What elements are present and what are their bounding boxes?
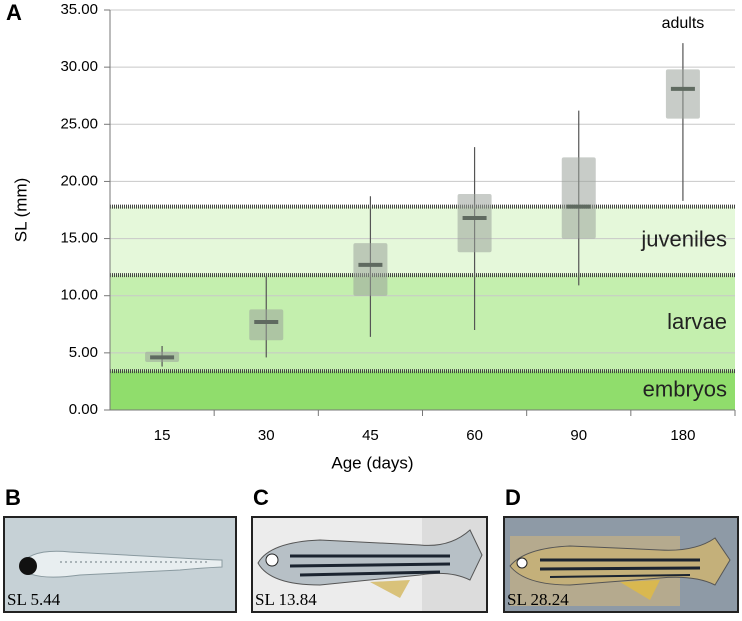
box <box>665 69 700 119</box>
x-axis-label: Age (days) <box>331 453 413 472</box>
stage-label: larvae <box>667 309 727 334</box>
stage-label: juveniles <box>640 227 727 252</box>
y-tick-label: 30.00 <box>60 58 98 75</box>
y-tick-label: 0.00 <box>69 401 98 418</box>
y-tick-label: 35.00 <box>60 1 98 18</box>
y-tick-label: 5.00 <box>69 344 98 361</box>
panel-d <box>503 516 739 613</box>
box <box>249 309 284 341</box>
panel-letter: C <box>253 485 269 510</box>
x-tick-label: 180 <box>670 427 695 444</box>
stage-band <box>110 206 735 276</box>
panel-caption: SL 5.44 <box>7 590 61 609</box>
y-tick-label: 10.00 <box>60 287 98 304</box>
y-axis-label: SL (mm) <box>11 178 30 243</box>
x-tick-label: 30 <box>258 427 275 444</box>
annotation: adults <box>662 15 705 32</box>
box <box>457 194 492 253</box>
panel-b <box>3 516 237 613</box>
box <box>353 243 388 296</box>
panel-letter: A <box>6 0 22 25</box>
stage-band <box>110 275 735 372</box>
y-tick-label: 15.00 <box>60 230 98 247</box>
panel-letter: D <box>505 485 521 510</box>
panel-caption: SL 13.84 <box>255 590 317 609</box>
y-tick-label: 25.00 <box>60 115 98 132</box>
x-tick-label: 45 <box>362 427 379 444</box>
x-tick-label: 90 <box>570 427 587 444</box>
panel-c <box>251 516 488 613</box>
y-tick-label: 20.00 <box>60 172 98 189</box>
panel-letter: B <box>5 485 21 510</box>
x-tick-label: 15 <box>154 427 171 444</box>
stage-band <box>110 371 735 410</box>
panel-caption: SL 28.24 <box>507 590 569 609</box>
box <box>561 157 596 239</box>
x-tick-label: 60 <box>466 427 483 444</box>
chart: 0.00 5.00 10.00 15.00 20.00 25.00 30.00 35.00 em… <box>6 0 736 472</box>
stage-label: embryos <box>643 376 727 401</box>
